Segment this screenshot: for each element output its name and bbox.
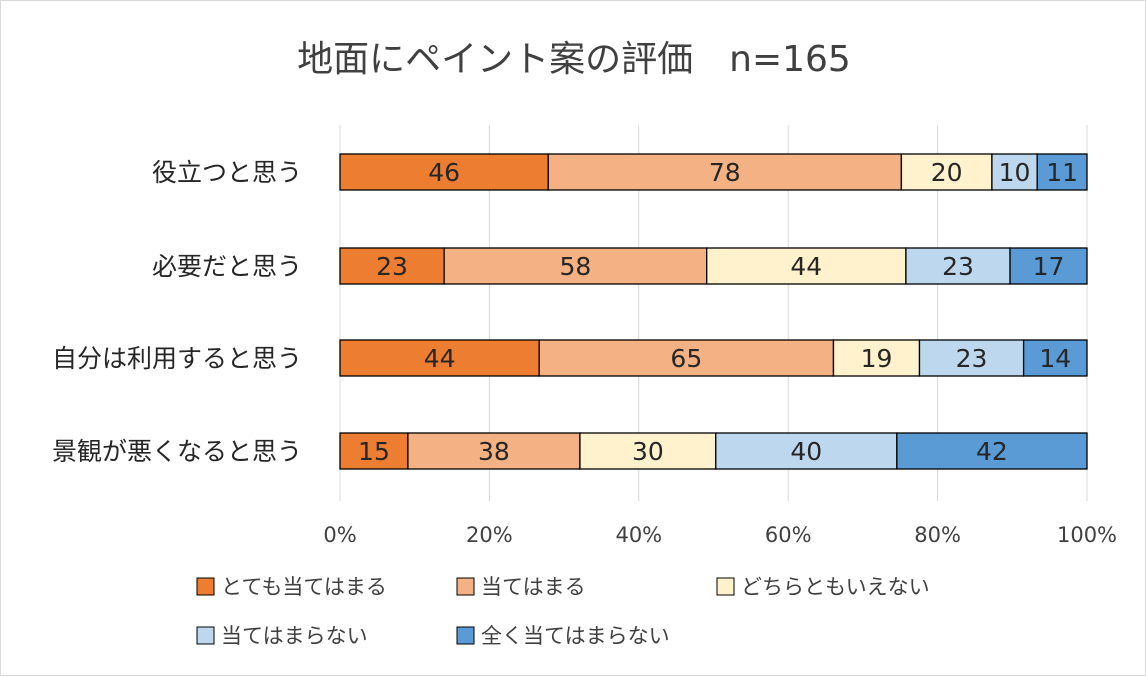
data-label: 20	[931, 158, 963, 187]
legend-swatch	[196, 626, 215, 645]
data-label: 10	[999, 158, 1031, 187]
bar-segment	[706, 247, 907, 285]
legend-label: 当てはまらない	[221, 624, 368, 648]
data-label: 15	[358, 437, 390, 466]
category-label: 自分は利用すると思う	[52, 344, 302, 373]
data-label: 19	[861, 344, 893, 373]
category-label: 景観が悪くなると思う	[52, 437, 302, 466]
legend-label: とても当てはまる	[221, 575, 387, 599]
x-tick-label: 40%	[615, 523, 662, 547]
data-label: 17	[1033, 252, 1065, 281]
category-label: 必要だと思う	[152, 252, 302, 281]
data-label: 58	[560, 252, 592, 281]
bar-segment	[991, 153, 1038, 191]
bar-segment	[579, 432, 717, 470]
data-label: 23	[942, 252, 974, 281]
bar-segment	[918, 339, 1025, 377]
x-tick-label: 20%	[466, 523, 513, 547]
legend-label: どちらともいえない	[741, 575, 930, 599]
legend-swatch	[196, 577, 215, 596]
data-label: 78	[709, 158, 741, 187]
x-axis-tick-labels: 0% 20% 40% 60% 80% 100%	[323, 523, 1117, 547]
bar-segment	[538, 339, 835, 377]
legend-label: 全く当てはまらない	[481, 624, 670, 648]
bar-segment	[339, 247, 445, 285]
x-tick-label: 60%	[765, 523, 812, 547]
bar-segment	[905, 247, 1011, 285]
legend-swatch	[456, 577, 475, 596]
bar-segment	[339, 339, 540, 377]
legend-swatch	[456, 626, 475, 645]
x-tick-label: 80%	[914, 523, 961, 547]
bar-segment	[1036, 153, 1088, 191]
data-label: 14	[1039, 344, 1071, 373]
category-label: 役立つと思う	[152, 158, 302, 187]
bar-segment	[407, 432, 581, 470]
data-label: 65	[670, 344, 702, 373]
data-label: 44	[424, 344, 456, 373]
bar-segment	[443, 247, 708, 285]
bar-segment	[1022, 339, 1088, 377]
x-tick-label: 100%	[1057, 523, 1117, 547]
chart-title: 地面にペイント案の評価 n=165	[297, 39, 851, 80]
data-label: 42	[976, 437, 1008, 466]
data-label: 23	[956, 344, 988, 373]
bar-segment	[339, 153, 549, 191]
x-tick-label: 0%	[323, 523, 356, 547]
data-label: 11	[1046, 158, 1078, 187]
bars: 46 78 20 10 11 23 58 44 23 17 44 65 19 23 14 15 38 30 40 42	[339, 153, 1088, 470]
data-label: 40	[790, 437, 822, 466]
legend-label: 当てはまる	[481, 575, 586, 599]
legend-swatch	[716, 577, 735, 596]
bar-segment	[832, 339, 921, 377]
bar-segment	[896, 432, 1088, 470]
bar-segment	[1009, 247, 1088, 285]
data-label: 23	[376, 252, 408, 281]
data-label: 44	[790, 252, 822, 281]
data-label: 38	[478, 437, 510, 466]
data-label: 46	[428, 158, 460, 187]
data-label: 30	[632, 437, 664, 466]
